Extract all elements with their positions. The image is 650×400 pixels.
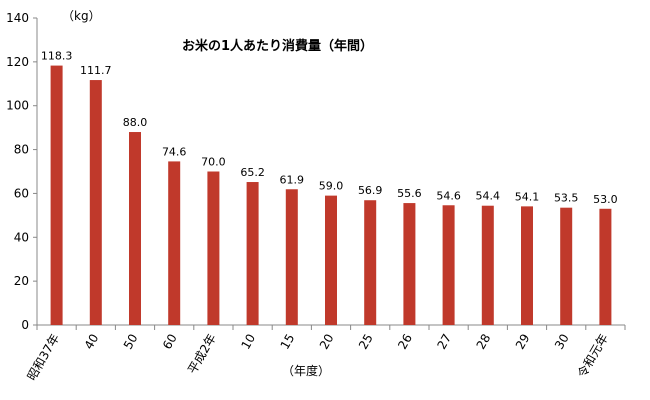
y-axis: 0 20 40 60 80 100 120 140 [6, 11, 38, 332]
y-tick-label: 0 [21, 318, 29, 332]
data-label: 70.0 [201, 156, 226, 169]
data-labels: 118.3 111.7 88.0 74.6 70.0 65.2 61.9 59.0 56.9 55… [41, 50, 618, 206]
x-tick-label: 60 [160, 332, 180, 352]
bar [403, 203, 416, 325]
y-tick-label: 120 [6, 55, 29, 69]
data-label: 65.2 [240, 166, 265, 179]
y-axis-unit-label: （kg） [62, 9, 101, 23]
x-tick-label: 令和元年 [574, 331, 611, 380]
y-tick-label: 100 [6, 99, 29, 113]
data-label: 118.3 [41, 50, 73, 63]
y-tick-label: 140 [6, 11, 29, 25]
y-tick-label: 60 [14, 186, 29, 200]
bar [285, 189, 298, 325]
data-label: 56.9 [358, 184, 383, 197]
bar [521, 206, 533, 325]
bar [442, 205, 455, 325]
bar [207, 171, 220, 325]
x-tick-label: 10 [238, 332, 258, 352]
data-label: 54.6 [436, 189, 461, 202]
x-tick-label: 27 [434, 332, 454, 352]
y-tick-label: 40 [14, 230, 29, 244]
data-label: 59.0 [319, 180, 344, 193]
data-label: 54.4 [476, 190, 501, 203]
x-tick-label: 昭和37年 [24, 332, 62, 383]
bar [168, 161, 181, 325]
data-label: 74.6 [162, 145, 187, 158]
bar [364, 200, 377, 325]
x-tick-label: 29 [513, 332, 533, 352]
x-tick-label: 25 [356, 332, 376, 352]
bar [325, 195, 337, 325]
y-tick-label: 20 [14, 274, 29, 288]
bar [50, 65, 63, 326]
data-label: 88.0 [123, 116, 148, 129]
y-tick-label: 80 [14, 143, 29, 157]
bar [129, 132, 141, 325]
bar [481, 205, 494, 325]
bar [599, 208, 612, 325]
chart-title: お米の1人あたり消費量（年間） [182, 38, 373, 54]
bar [560, 207, 573, 325]
x-tick-label: 26 [395, 332, 415, 352]
data-label: 54.1 [515, 190, 540, 203]
x-tick-label: 30 [552, 332, 572, 352]
data-label: 111.7 [80, 64, 112, 77]
x-tick-label: 平成2年 [185, 332, 219, 377]
x-axis [36, 324, 626, 330]
bar [89, 80, 102, 325]
data-label: 55.6 [397, 187, 422, 200]
x-tick-label: 15 [278, 332, 298, 352]
x-tick-label: 40 [82, 332, 102, 352]
x-axis-title: （年度） [282, 363, 330, 378]
x-tick-label: 20 [317, 332, 337, 352]
x-tick-label: 28 [474, 332, 494, 352]
bars [50, 65, 612, 326]
data-label: 53.5 [554, 192, 579, 205]
bar [246, 182, 259, 325]
x-tick-label: 50 [121, 332, 141, 352]
data-label: 61.9 [280, 173, 305, 186]
data-label: 53.0 [593, 193, 618, 206]
